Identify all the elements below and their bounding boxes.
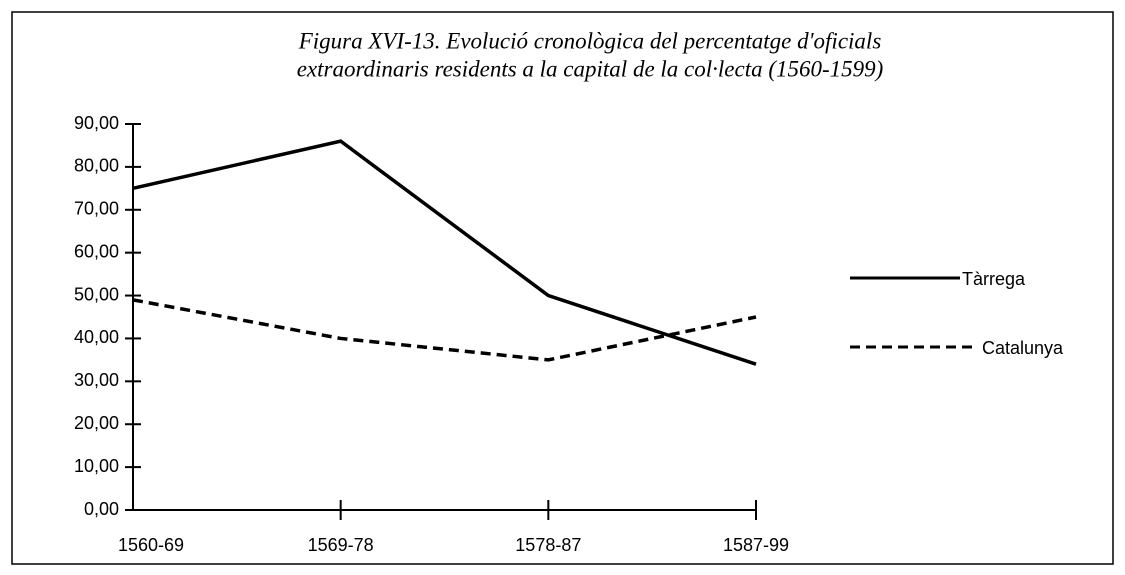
y-tick-label: 50,00 [74,284,119,304]
x-tick-label: 1560-69 [118,535,184,555]
legend-label: Tàrrega [962,269,1026,289]
y-tick-label: 60,00 [74,241,119,261]
y-tick-label: 20,00 [74,413,119,433]
x-tick-label: 1578-87 [515,535,581,555]
y-tick-label: 70,00 [74,199,119,219]
frame [11,11,1114,565]
legend-label: Catalunya [982,338,1064,358]
series-line [132,139,757,366]
y-tick-label: 0,00 [84,499,119,519]
y-tick-label: 80,00 [74,156,119,176]
y-tick-label: 90,00 [74,113,119,133]
chart-title: extraordinaris residents a la capital de… [297,56,884,81]
y-tick-label: 40,00 [74,327,119,347]
y-tick-label: 30,00 [74,370,119,390]
chart-title: Figura XVI-13. Evolució cronològica del … [298,28,882,53]
x-tick-label: 1569-78 [308,535,374,555]
x-tick-label: 1587-99 [723,535,789,555]
series-line [132,298,757,362]
y-tick-label: 10,00 [74,456,119,476]
